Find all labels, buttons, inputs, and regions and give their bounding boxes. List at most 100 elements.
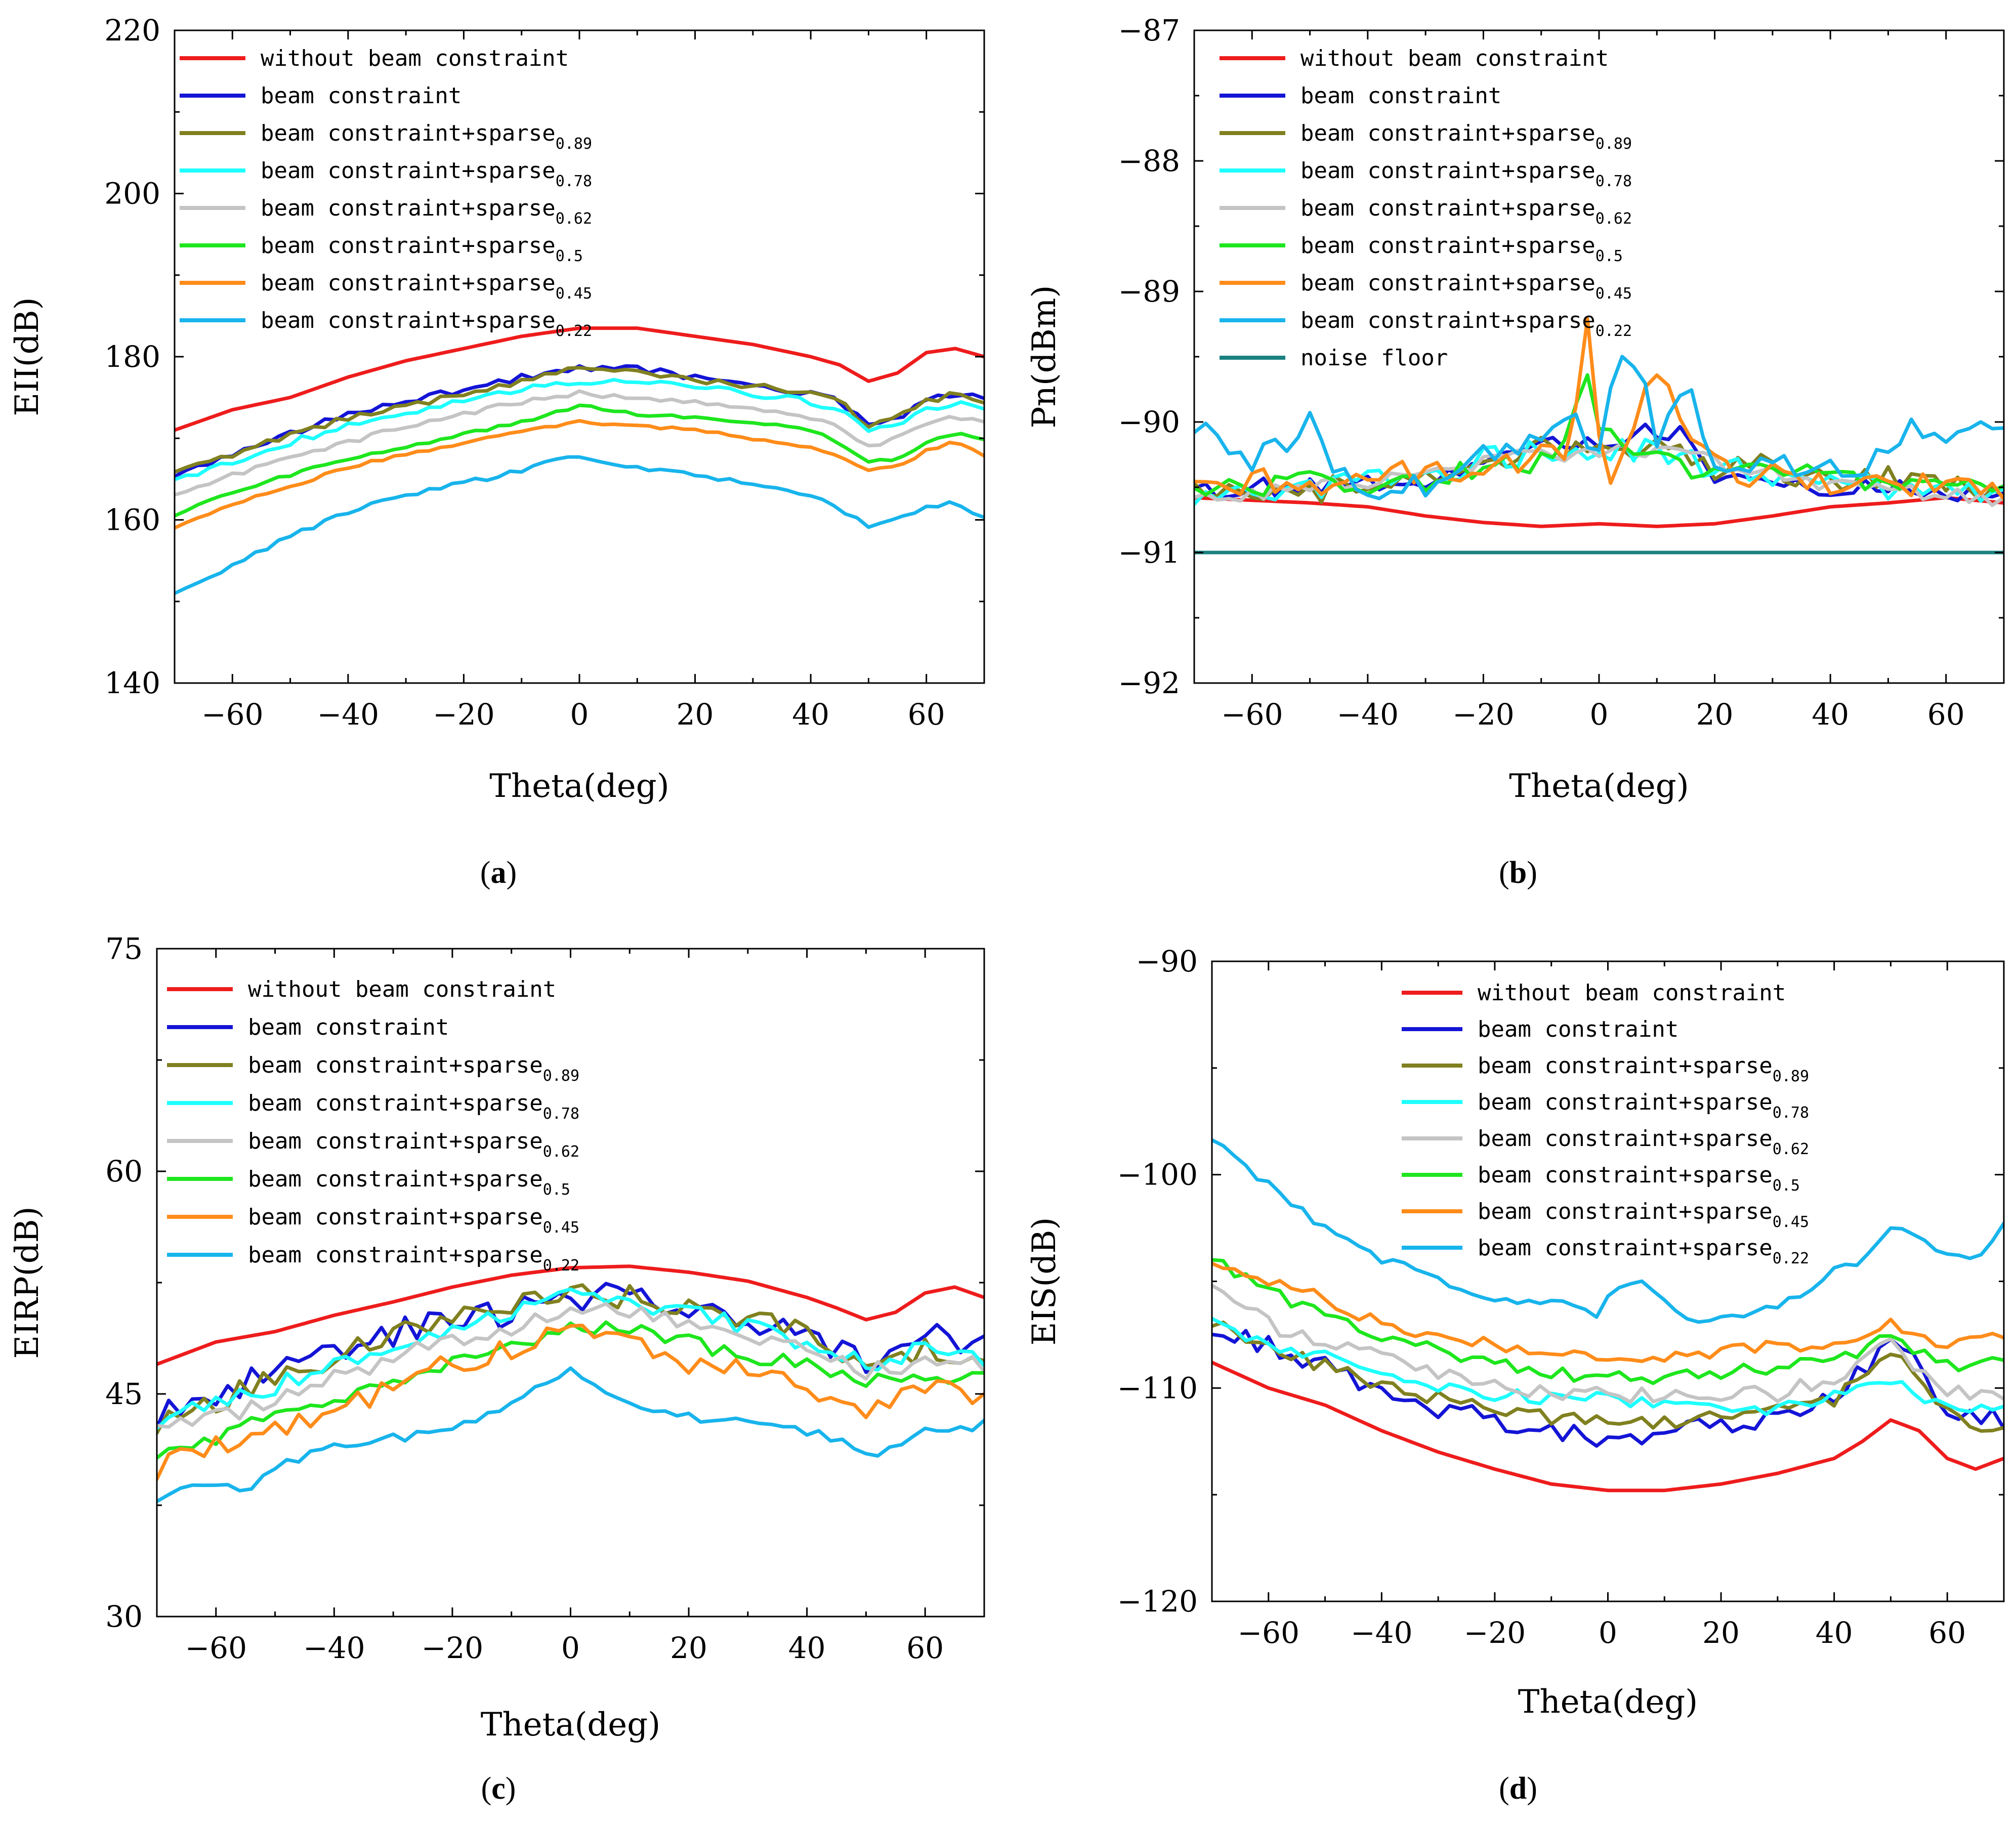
y-tick-label: 140 [104, 666, 160, 700]
y-tick-label: 160 [104, 503, 160, 537]
legend-entry: beam constraint+sparse0.62 [1478, 1126, 1809, 1158]
legend-entry-subscript: 0.5 [1773, 1177, 1800, 1195]
legend-entry: beam constraint+sparse0.22 [1478, 1235, 1809, 1267]
legend-entry: beam constraint [1300, 83, 1501, 109]
legend-entry-text: beam constraint+sparse [248, 1052, 543, 1078]
series-line-d-7 [1212, 1138, 2004, 1324]
legend-entry-subscript: 0.62 [1595, 210, 1632, 228]
legend-entry: beam constraint+sparse0.89 [1300, 120, 1632, 153]
legend-entry-text: beam constraint+sparse [1300, 120, 1595, 146]
x-tick-label: −40 [303, 1631, 365, 1665]
series-line-b-0 [1194, 496, 2004, 528]
x-tick-label: 60 [1927, 697, 1965, 732]
panel-caption: (c) [481, 1771, 516, 1806]
x-tick-label: 40 [788, 1631, 826, 1665]
legend-entry: beam constraint+sparse0.89 [261, 120, 592, 153]
legend-entry-subscript: 0.62 [556, 210, 592, 228]
legend-entry-text: beam constraint+sparse [261, 158, 556, 184]
chart-panel-a: −60 −40 −20 0 20 40 60 140 160 180 200 220 Theta(deg… [9, 13, 985, 890]
caption-letter: c [491, 1771, 506, 1806]
y-tick-label: 30 [105, 1599, 143, 1634]
x-tick-label: −60 [1238, 1616, 1299, 1650]
caption-letter: a [491, 856, 507, 890]
legend-entry-subscript: 0.45 [543, 1219, 579, 1237]
legend-entry-subscript: 0.62 [1773, 1140, 1809, 1158]
y-tick-label: 60 [105, 1154, 143, 1189]
panel-caption: (d) [1499, 1771, 1537, 1806]
caption-open: ( [480, 856, 491, 890]
legend-entry-text: beam constraint [1300, 83, 1501, 109]
x-tick-label: 60 [906, 1631, 944, 1665]
legend: without beam constraint beam constraint be… [167, 977, 579, 1275]
legend-entry-text: beam constraint+sparse [1478, 1199, 1773, 1224]
x-tick-label: 40 [792, 697, 829, 732]
legend-entry: beam constraint+sparse0.45 [1300, 270, 1632, 303]
x-axis-label: Theta(deg) [481, 1706, 660, 1744]
legend-entry-subscript: 0.22 [556, 322, 592, 340]
legend-entry-text: beam constraint+sparse [261, 270, 556, 296]
legend: without beam constraint beam constraint be… [180, 46, 592, 340]
series-lines [157, 1264, 984, 1503]
x-tick-label: 60 [908, 697, 945, 732]
legend-entry-text: beam constraint+sparse [1300, 195, 1595, 221]
legend-entry: noise floor [1300, 345, 1448, 371]
legend-entry-text: beam constraint+sparse [1300, 233, 1595, 259]
legend: without beam constraint beam constraint be… [1402, 980, 1809, 1267]
series-line-a-7 [175, 455, 984, 596]
legend-entry-text: beam constraint+sparse [248, 1166, 543, 1192]
series-line-d-5 [1212, 1258, 2004, 1385]
legend-entry-subscript: 0.45 [1595, 285, 1632, 303]
x-tick-label: 0 [1590, 697, 1609, 732]
legend-entry: beam constraint+sparse0.62 [1300, 195, 1632, 228]
legend-entry-text: beam constraint+sparse [248, 1128, 543, 1154]
series-line-a-0 [175, 326, 984, 432]
legend-entry: without beam constraint [248, 977, 556, 1002]
x-tick-label: 60 [1928, 1616, 1966, 1650]
caption-close: ) [507, 856, 517, 890]
legend-entry-subscript: 0.89 [543, 1067, 579, 1085]
legend-entry-subscript: 0.45 [556, 285, 592, 303]
y-tick-label: −89 [1118, 274, 1180, 309]
legend-entry-text: beam constraint [1478, 1016, 1678, 1042]
y-tick-label: −110 [1117, 1371, 1198, 1405]
x-tick-label: 20 [670, 1631, 707, 1665]
series-line-b-6 [1194, 317, 2004, 501]
legend-entry-subscript: 0.89 [556, 135, 592, 153]
legend-entry-subscript: 0.22 [1595, 322, 1632, 340]
series-line-a-4 [175, 389, 984, 497]
series-lines [175, 326, 984, 596]
x-tick-label: −40 [1351, 1616, 1412, 1650]
legend-entry-text: beam constraint+sparse [1300, 270, 1595, 296]
legend-entry-subscript: 0.62 [543, 1143, 579, 1161]
y-axis-label: EIRP(dB) [9, 1206, 46, 1359]
y-tick-label: 180 [104, 340, 160, 374]
series-line-a-2 [175, 366, 984, 474]
legend-entry-text: noise floor [1300, 345, 1448, 371]
chart-panel-b: −60 −40 −20 0 20 40 60 −92 −91 −90 −89 −88 −87 Theta(… [1026, 13, 2005, 890]
legend-entry: without beam constraint [1478, 980, 1786, 1006]
x-axis-label: Theta(deg) [1509, 768, 1689, 805]
legend-entry-subscript: 0.22 [1773, 1250, 1809, 1267]
legend-entry-text: beam constraint+sparse [1300, 308, 1595, 333]
legend-entry: beam constraint+sparse0.78 [1300, 158, 1632, 190]
legend-entry-subscript: 0.78 [1595, 173, 1632, 190]
y-tick-label: 200 [104, 177, 160, 211]
legend-entry-text: beam constraint [261, 83, 461, 109]
legend-entry: beam constraint [261, 83, 461, 109]
caption-open: ( [1499, 1771, 1509, 1806]
y-tick-label: −91 [1118, 535, 1180, 570]
legend-entry: beam constraint+sparse0.45 [1478, 1199, 1809, 1231]
legend-entry: beam constraint+sparse0.5 [248, 1166, 570, 1199]
series-line-c-4 [157, 1302, 984, 1429]
y-tick-label: −120 [1117, 1584, 1198, 1619]
legend-entry-text: without beam constraint [1478, 980, 1786, 1006]
x-tick-label: 40 [1812, 697, 1849, 732]
legend-entry-text: without beam constraint [248, 977, 556, 1002]
caption-close: ) [1527, 856, 1537, 890]
x-tick-label: −20 [1464, 1616, 1526, 1650]
caption-close: ) [506, 1771, 516, 1806]
legend-entry-subscript: 0.45 [1773, 1213, 1809, 1231]
legend-entry: beam constraint [1478, 1016, 1678, 1042]
series-lines [1194, 317, 2004, 555]
